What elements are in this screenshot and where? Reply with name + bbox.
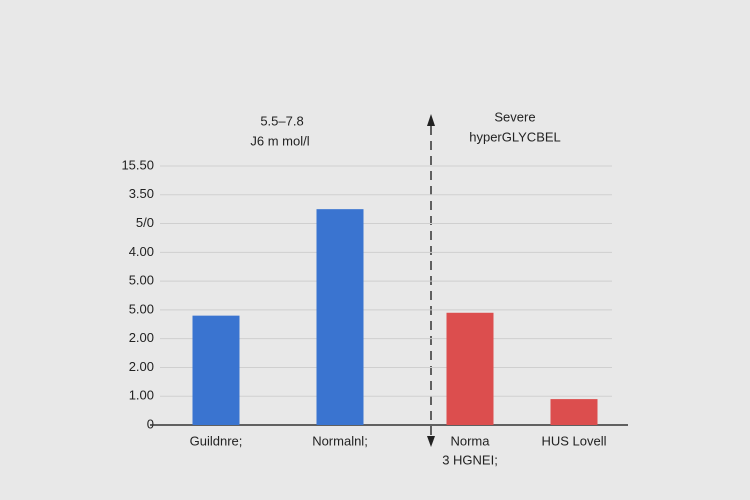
x-tick-label: Guildnre; [190,433,243,448]
y-tick-label: 15.50 [121,157,154,172]
annotation: 3 HGNEI; [442,452,498,467]
y-tick-label: 5.00 [129,301,154,316]
arrow-head [427,436,435,447]
x-tick-label: Normalnl; [312,433,368,448]
bar [446,312,494,425]
y-tick-label: 3.50 [129,186,154,201]
annotation: 5.5–7.8 [260,113,303,128]
y-tick-label: 0 [147,416,154,431]
x-tick-label: HUS Lovell [541,433,606,448]
x-tick-label: Norma [450,433,490,448]
y-tick-label: 1.00 [129,388,154,403]
y-tick-label: 2.00 [129,330,154,345]
y-tick-label: 5.00 [129,273,154,288]
annotation: J6 m mol/l [250,133,309,148]
annotation: hyperGLYCBEL [469,129,561,144]
y-tick-label: 5/0 [136,215,154,230]
bar [550,399,598,425]
y-tick-label: 4.00 [129,244,154,259]
bar [316,209,364,425]
arrow-head [427,114,435,126]
annotation: Severe [494,109,535,124]
y-tick-label: 2.00 [129,359,154,374]
bar [192,315,240,425]
